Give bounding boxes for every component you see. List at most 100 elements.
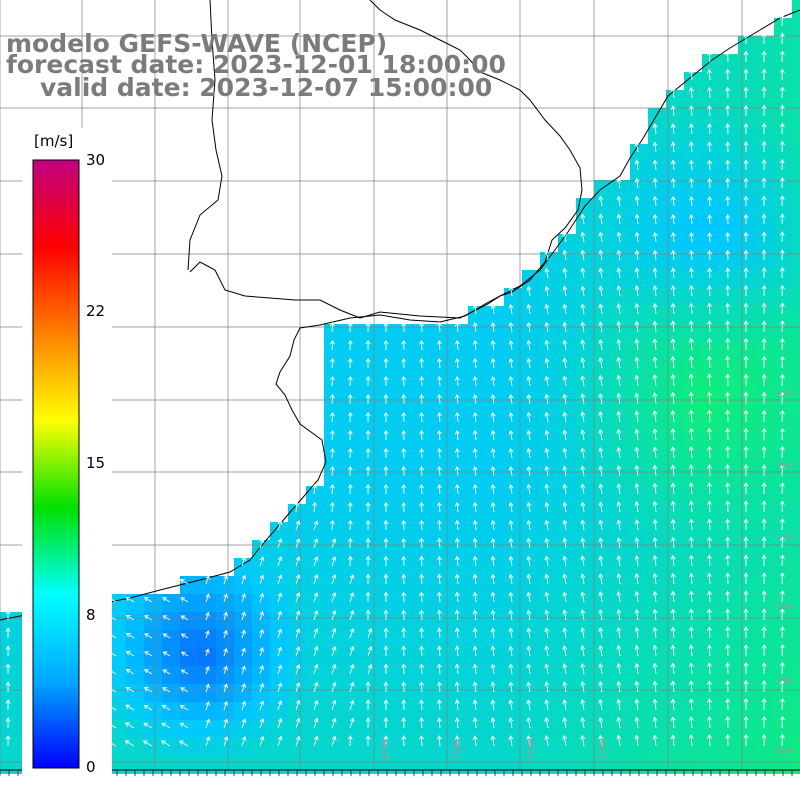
field-cell: [468, 360, 486, 378]
field-cell: [648, 450, 666, 468]
wind-arrow: [295, 556, 301, 567]
field-cell: [360, 342, 378, 360]
wind-arrow: [331, 538, 337, 549]
field-cell: [684, 198, 702, 216]
wind-arrow: [670, 446, 676, 459]
field-cell: [630, 360, 648, 378]
field-cell: [486, 684, 504, 702]
wind-arrow: [312, 483, 318, 495]
field-cell: [648, 648, 666, 666]
field-cell: [684, 486, 702, 504]
wind-arrow: [544, 627, 550, 639]
field-cell: [792, 126, 800, 144]
wind-arrow: [616, 555, 622, 567]
wind-arrow: [526, 699, 532, 711]
wind-arrow: [562, 734, 568, 747]
wind-arrow: [761, 715, 767, 729]
wind-arrow: [707, 464, 712, 477]
field-cell: [666, 720, 684, 738]
wind-arrow: [616, 213, 622, 225]
wind-arrow: [347, 537, 353, 549]
field-cell: [648, 612, 666, 630]
field-cell: [792, 414, 800, 432]
field-cell: [738, 180, 756, 198]
wind-arrow: [526, 519, 532, 531]
field-cell: [558, 504, 576, 522]
field-cell: [576, 702, 594, 720]
wind-arrow: [223, 611, 228, 621]
field-cell: [324, 396, 342, 414]
field-cell: [540, 360, 558, 378]
field-cell: [792, 612, 800, 630]
wind-arrow: [490, 735, 496, 747]
field-cell: [684, 396, 702, 414]
field-cell: [270, 612, 288, 630]
wind-arrow: [526, 609, 532, 621]
field-cell: [792, 666, 800, 684]
field-cell: [702, 504, 720, 522]
field-cell: [396, 432, 414, 450]
wind-arrow: [383, 483, 389, 495]
wind-arrow: [401, 375, 407, 387]
field-cell: [468, 738, 486, 756]
wind-arrow: [580, 501, 586, 513]
field-cell: [324, 324, 342, 342]
field-cell: [648, 486, 666, 504]
wind-arrow: [688, 232, 694, 243]
wind-arrow: [180, 633, 189, 639]
wind-arrow: [349, 681, 355, 693]
wind-arrow: [472, 573, 478, 585]
field-cell: [540, 630, 558, 648]
field-cell: [468, 540, 486, 558]
wind-arrow: [454, 393, 460, 405]
wind-arrow: [670, 716, 676, 729]
field-cell: [162, 666, 180, 684]
colorbar-tick-0: 0: [86, 758, 96, 776]
wind-arrow: [331, 717, 337, 729]
wind-arrow: [652, 267, 658, 279]
field-cell: [108, 702, 126, 720]
wind-arrow: [331, 681, 337, 693]
field-cell: [468, 702, 486, 720]
wind-arrow: [312, 501, 318, 513]
field-cell: [558, 522, 576, 540]
wind-arrow: [454, 717, 460, 729]
field-cell: [450, 414, 468, 432]
field-cell: [324, 504, 342, 522]
field-cell: [684, 468, 702, 486]
field-cell: [630, 648, 648, 666]
field-cell: [792, 486, 800, 504]
wind-arrow: [707, 196, 713, 207]
wind-arrow: [670, 231, 676, 243]
field-cell: [738, 594, 756, 612]
wind-arrow: [436, 321, 442, 333]
field-cell: [612, 396, 630, 414]
wind-arrow: [544, 609, 550, 621]
field-cell: [720, 504, 738, 522]
wind-arrow: [436, 573, 442, 585]
wind-arrow: [329, 465, 335, 477]
field-cell: [450, 432, 468, 450]
wind-arrow: [180, 669, 189, 675]
wind-arrow: [616, 231, 622, 243]
field-cell: [378, 360, 396, 378]
wind-arrow: [634, 267, 640, 279]
field-cell: [684, 450, 702, 468]
wind-arrow: [616, 591, 622, 603]
field-cell: [702, 126, 720, 144]
field-cell: [738, 414, 756, 432]
wind-arrow: [707, 104, 712, 117]
field-cell: [468, 576, 486, 594]
field-cell: [612, 522, 630, 540]
wind-arrow: [508, 537, 514, 549]
field-cell: [486, 666, 504, 684]
wind-arrow: [725, 409, 731, 423]
field-cell: [756, 486, 774, 504]
field-cell: [792, 36, 800, 54]
wind-arrow: [347, 555, 353, 567]
wind-arrow: [580, 321, 586, 333]
wind-arrow: [670, 213, 676, 225]
field-cell: [684, 522, 702, 540]
wind-arrow: [725, 733, 731, 747]
wind-arrow: [490, 681, 496, 693]
